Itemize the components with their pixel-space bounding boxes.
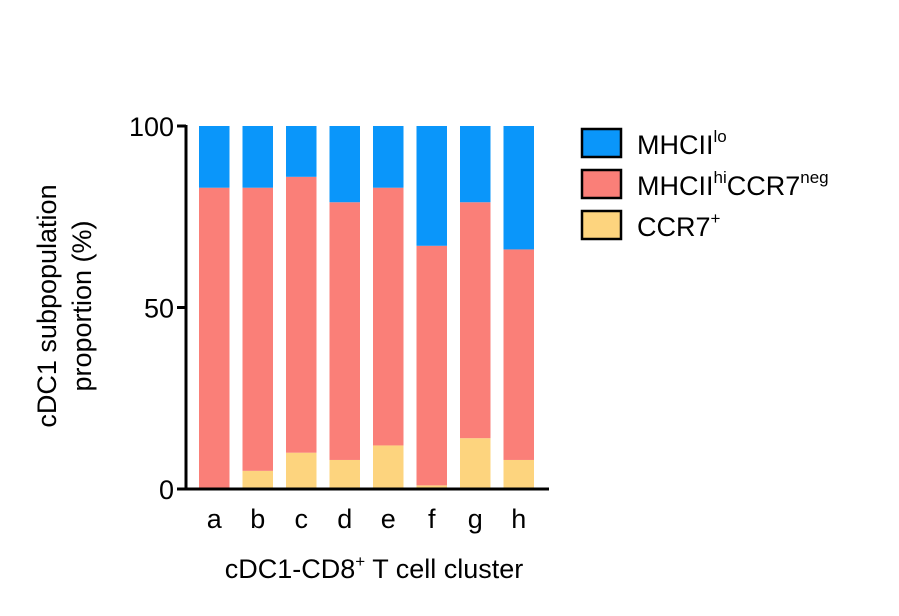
bar-segment-c-series-1 xyxy=(286,176,317,453)
bar-segment-b-series-2 xyxy=(242,126,273,188)
y-tick-label-50: 50 xyxy=(144,294,174,324)
y-tick-label-100: 100 xyxy=(129,112,174,142)
x-tick-label-e: e xyxy=(381,504,396,534)
x-tick-label-b: b xyxy=(250,504,265,534)
x-tick-label-f: f xyxy=(428,504,436,534)
bar-segment-h-series-0 xyxy=(503,459,534,489)
bar-segment-f-series-0 xyxy=(416,485,447,489)
legend-swatch-2 xyxy=(580,209,623,241)
y-axis-title-line1: cDC1 subpopulation xyxy=(32,184,62,427)
bar-segment-e-series-1 xyxy=(373,187,404,446)
bar-segment-h-series-2 xyxy=(503,126,534,250)
x-tick-label-g: g xyxy=(468,504,483,534)
legend-label-2: CCR7+ xyxy=(637,209,721,242)
bar-segment-b-series-1 xyxy=(242,187,273,471)
bar-segment-f-series-2 xyxy=(416,126,447,246)
bar-segment-h-series-1 xyxy=(503,249,534,460)
legend: MHCIIlo MHCIIhiCCR7neg CCR7+ xyxy=(580,127,829,242)
y-axis-title-line2: proportion (%) xyxy=(67,220,97,391)
bar-segment-g-series-2 xyxy=(460,126,491,203)
bar-segment-g-series-1 xyxy=(460,202,491,439)
bar-segment-b-series-0 xyxy=(242,470,273,489)
legend-label-1: MHCIIhiCCR7neg xyxy=(637,168,829,201)
x-tick-label-d: d xyxy=(337,504,352,534)
bar-segment-f-series-1 xyxy=(416,245,447,486)
bar-segment-d-series-0 xyxy=(329,459,360,489)
bar-segment-c-series-0 xyxy=(286,452,317,489)
x-tick-label-a: a xyxy=(207,504,223,534)
bar-segment-a-series-1 xyxy=(199,187,230,489)
bar-segment-e-series-2 xyxy=(373,126,404,188)
bar-segment-c-series-2 xyxy=(286,126,317,177)
bar-segment-g-series-0 xyxy=(460,438,491,489)
legend-label-0: MHCIIlo xyxy=(637,127,727,160)
axes-group: 0 50 100 xyxy=(129,112,549,505)
bar-segment-e-series-0 xyxy=(373,445,404,489)
x-tick-label-c: c xyxy=(295,504,309,534)
legend-swatch-1 xyxy=(580,168,623,200)
bar-segment-d-series-1 xyxy=(329,202,360,460)
y-tick-label-0: 0 xyxy=(159,475,174,505)
bar-segment-a-series-2 xyxy=(199,126,230,188)
x-tick-label-h: h xyxy=(511,504,526,534)
legend-swatch-0 xyxy=(580,127,623,159)
x-axis-title: cDC1-CD8+ T cell cluster xyxy=(225,552,524,584)
bar-segment-d-series-2 xyxy=(329,126,360,203)
